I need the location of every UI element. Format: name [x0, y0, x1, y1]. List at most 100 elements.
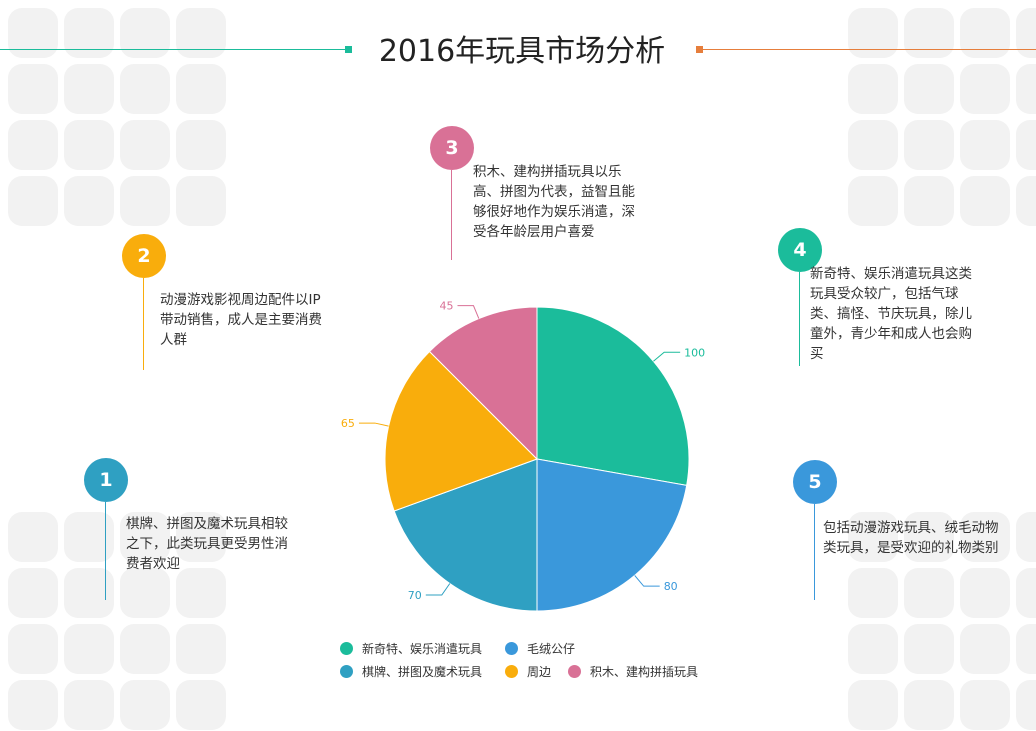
- title-divider-right: [700, 49, 1036, 50]
- background-tile: [64, 120, 114, 170]
- background-tile: [120, 680, 170, 730]
- background-tile: [1016, 120, 1036, 170]
- background-tile: [904, 8, 954, 58]
- background-tile: [176, 64, 226, 114]
- background-tile: [176, 120, 226, 170]
- legend-swatch: [505, 665, 518, 678]
- background-tile: [848, 568, 898, 618]
- background-tile: [64, 568, 114, 618]
- slice-leader-line: [653, 351, 681, 362]
- note-5-stem: [814, 504, 815, 600]
- title-marker-left: [345, 46, 352, 53]
- background-tile: [64, 8, 114, 58]
- note-3-text: 积木、建构拼插玩具以乐高、拼图为代表，益智且能够很好地作为娱乐消遣，深受各年龄层…: [473, 164, 635, 240]
- background-tile: [64, 64, 114, 114]
- background-tile: [848, 512, 898, 562]
- legend-item[interactable]: 积木、建构拼插玩具: [568, 663, 698, 680]
- pie-slice[interactable]: [428, 306, 538, 461]
- note-4-number: 4: [778, 228, 822, 272]
- slice-value-label: 100: [684, 346, 705, 359]
- background-tile: [1016, 568, 1036, 618]
- background-tile: [176, 680, 226, 730]
- background-tile: [8, 512, 58, 562]
- legend-label: 积木、建构拼插玩具: [590, 665, 699, 679]
- legend-label: 毛绒公仔: [527, 642, 576, 656]
- background-tile: [1016, 624, 1036, 674]
- background-tile: [8, 680, 58, 730]
- background-tile: [1016, 680, 1036, 730]
- slice-value-label: 70: [408, 589, 422, 602]
- note-1-stem: [105, 502, 106, 600]
- note-2-stem: [143, 278, 144, 370]
- background-tile: [8, 64, 58, 114]
- note-1-text: 棋牌、拼图及魔术玩具相较之下，此类玩具更受男性消费者欢迎: [126, 516, 288, 572]
- note-2-text: 动漫游戏影视周边配件以IP带动销售，成人是主要消费人群: [160, 292, 322, 348]
- background-tile: [8, 568, 58, 618]
- background-tile: [904, 624, 954, 674]
- background-tile: [64, 624, 114, 674]
- background-tile: [848, 624, 898, 674]
- background-tile: [848, 8, 898, 58]
- pie-slice[interactable]: [384, 350, 538, 512]
- background-tile: [848, 680, 898, 730]
- note-4-stem: [799, 272, 800, 366]
- legend-item[interactable]: 周边: [505, 663, 551, 680]
- background-tile: [960, 120, 1010, 170]
- page-title: 2016年玩具市场分析: [378, 34, 666, 69]
- background-tile: [120, 8, 170, 58]
- legend-item[interactable]: 新奇特、娱乐消遣玩具: [340, 640, 482, 657]
- legend-swatch: [340, 642, 353, 655]
- background-tile: [960, 568, 1010, 618]
- legend-swatch: [340, 665, 353, 678]
- background-tile: [960, 680, 1010, 730]
- slice-value-label: 80: [664, 580, 678, 593]
- note-3-stem: [451, 170, 452, 260]
- slice-leader-line: [425, 583, 451, 596]
- background-tile: [960, 512, 1010, 562]
- background-tile: [848, 176, 898, 226]
- pie-slice[interactable]: [536, 458, 688, 612]
- background-tile: [1016, 512, 1036, 562]
- slice-leader-line: [634, 575, 660, 587]
- background-tile: [64, 512, 114, 562]
- background-tile: [1016, 176, 1036, 226]
- background-tile: [960, 64, 1010, 114]
- note-5-number: 5: [793, 460, 837, 504]
- background-tile: [176, 176, 226, 226]
- slice-leader-line: [358, 422, 389, 427]
- background-tile: [120, 568, 170, 618]
- note-4-text: 新奇特、娱乐消遣玩具这类玩具受众较广，包括气球类、搞怪、节庆玩具，除儿童外，青少…: [810, 266, 972, 362]
- legend-label: 棋牌、拼图及魔术玩具: [362, 665, 483, 679]
- pie-slice[interactable]: [536, 306, 690, 486]
- background-tile: [120, 64, 170, 114]
- background-tile: [176, 8, 226, 58]
- background-tile: [960, 8, 1010, 58]
- background-tile: [904, 120, 954, 170]
- slice-value-label: 65: [341, 417, 355, 430]
- legend-label: 新奇特、娱乐消遣玩具: [362, 642, 483, 656]
- background-tile: [904, 512, 954, 562]
- title-bar: 2016年玩具市场分析: [0, 30, 1036, 74]
- background-tile: [8, 176, 58, 226]
- background-tile: [848, 120, 898, 170]
- legend-item[interactable]: 棋牌、拼图及魔术玩具: [340, 663, 482, 680]
- pie-slice[interactable]: [393, 458, 538, 612]
- legend-label: 周边: [527, 665, 552, 679]
- legend-item[interactable]: 毛绒公仔: [505, 640, 575, 657]
- note-3-number: 3: [430, 126, 474, 170]
- background-tile: [8, 624, 58, 674]
- note-1-number: 1: [84, 458, 128, 502]
- background-tile: [120, 120, 170, 170]
- background-tile: [176, 512, 226, 562]
- background-tile: [904, 64, 954, 114]
- note-2-number: 2: [122, 234, 166, 278]
- background-tile: [904, 680, 954, 730]
- note-5-text: 包括动漫游戏玩具、绒毛动物类玩具，是受欢迎的礼物类别: [823, 520, 999, 556]
- background-tile: [1016, 8, 1036, 58]
- background-tile: [960, 176, 1010, 226]
- background-tile: [176, 568, 226, 618]
- background-tile: [120, 512, 170, 562]
- background-tile: [904, 176, 954, 226]
